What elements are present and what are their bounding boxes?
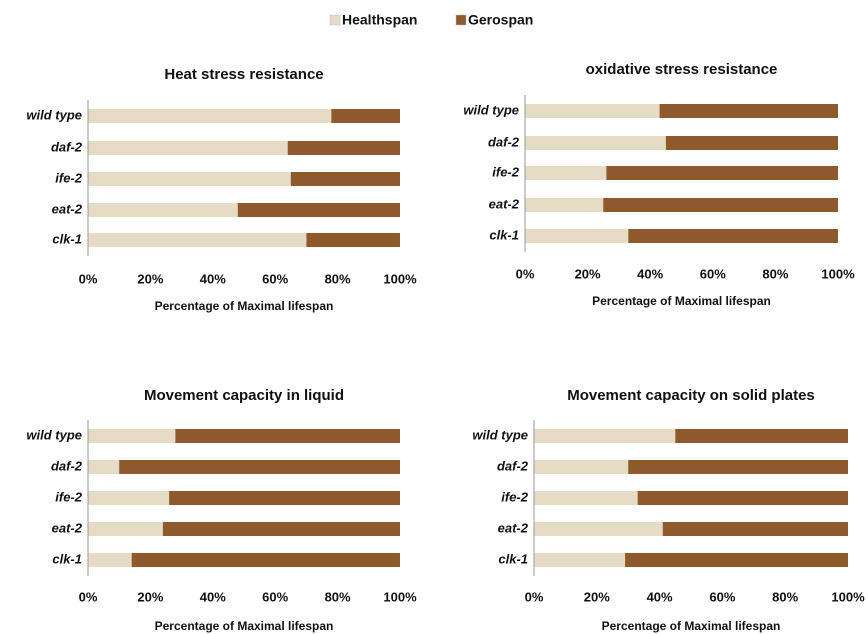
y-tick-label: clk-1 — [52, 551, 82, 566]
legend-label: Gerospan — [468, 12, 533, 28]
y-tick-label: clk-1 — [498, 551, 528, 566]
x-axis-label: Percentage of Maximal lifespan — [602, 619, 781, 633]
chart-title: Heat stress resistance — [164, 66, 323, 83]
y-tick-label: daf-2 — [51, 458, 83, 473]
bar-segment — [237, 203, 400, 217]
x-tick-label: 60% — [700, 266, 726, 281]
bar-segment — [665, 136, 838, 150]
y-tick-label: daf-2 — [488, 134, 520, 149]
bar-segment — [525, 198, 604, 212]
x-tick-label: 20% — [575, 266, 601, 281]
bar-segment — [534, 460, 629, 474]
bar-segment — [290, 172, 400, 186]
x-tick-label: 20% — [584, 589, 610, 604]
y-tick-label: eat-2 — [498, 520, 529, 535]
y-tick-label: wild type — [472, 427, 528, 442]
y-tick-label: wild type — [26, 427, 82, 442]
x-tick-label: 80% — [325, 589, 351, 604]
bar-segment — [659, 104, 838, 118]
bar-segment — [603, 198, 838, 212]
bar-segment — [119, 460, 400, 474]
legend: Healthspan Gerospan — [329, 12, 533, 28]
y-tick-label: eat-2 — [52, 520, 83, 535]
bar-segment — [287, 141, 400, 155]
bar-segment — [662, 522, 848, 536]
x-axis-label: Percentage of Maximal lifespan — [155, 619, 334, 633]
y-tick-label: wild type — [26, 107, 82, 122]
x-tick-label: 20% — [137, 271, 163, 286]
chart-title: oxidative stress resistance — [586, 61, 778, 78]
x-tick-label: 100% — [383, 589, 417, 604]
bar-segment — [525, 229, 629, 243]
bar-segment — [88, 233, 307, 247]
x-axis-label: Percentage of Maximal lifespan — [592, 294, 771, 308]
bar-segment — [88, 491, 170, 505]
y-tick-label: wild type — [463, 102, 519, 117]
y-tick-label: daf-2 — [51, 139, 83, 154]
y-tick-label: ife-2 — [501, 489, 529, 504]
legend-swatch — [455, 14, 467, 26]
y-tick-label: clk-1 — [489, 227, 519, 242]
x-tick-label: 0% — [79, 589, 98, 604]
y-tick-label: daf-2 — [497, 458, 529, 473]
bar-segment — [131, 553, 400, 567]
bar-segment — [88, 460, 120, 474]
bar-segment — [88, 109, 332, 123]
x-tick-label: 40% — [637, 266, 663, 281]
x-tick-label: 0% — [516, 266, 535, 281]
bar-segment — [675, 429, 848, 443]
y-tick-label: clk-1 — [52, 231, 82, 246]
bar-segment — [88, 172, 291, 186]
y-tick-label: ife-2 — [492, 164, 520, 179]
bar-segment — [625, 553, 848, 567]
x-axis-label: Percentage of Maximal lifespan — [155, 299, 334, 313]
bar-segment — [162, 522, 400, 536]
x-tick-label: 60% — [262, 271, 288, 286]
y-tick-label: eat-2 — [52, 201, 83, 216]
chart-title: Movement capacity in liquid — [144, 387, 344, 404]
bar-segment — [88, 429, 176, 443]
y-tick-label: ife-2 — [55, 170, 83, 185]
bar-segment — [637, 491, 848, 505]
x-tick-label: 0% — [525, 589, 544, 604]
x-tick-label: 100% — [383, 271, 417, 286]
bar-segment — [525, 104, 660, 118]
x-tick-label: 40% — [647, 589, 673, 604]
bar-segment — [534, 491, 638, 505]
x-tick-label: 40% — [200, 589, 226, 604]
x-tick-label: 60% — [262, 589, 288, 604]
bar-segment — [169, 491, 400, 505]
bar-segment — [534, 429, 676, 443]
bar-segment — [628, 460, 848, 474]
bar-segment — [606, 166, 838, 180]
chart-title: Movement capacity on solid plates — [567, 387, 815, 404]
bar-segment — [306, 233, 400, 247]
bar-segment — [88, 553, 132, 567]
bar-segment — [88, 141, 288, 155]
legend-label: Healthspan — [342, 12, 417, 28]
x-tick-label: 80% — [762, 266, 788, 281]
bar-segment — [534, 553, 626, 567]
bar-segment — [88, 522, 163, 536]
x-tick-label: 40% — [200, 271, 226, 286]
bar-segment — [175, 429, 400, 443]
x-tick-label: 100% — [821, 266, 855, 281]
bar-segment — [628, 229, 838, 243]
x-tick-label: 80% — [772, 589, 798, 604]
y-tick-label: eat-2 — [489, 196, 520, 211]
x-tick-label: 0% — [79, 271, 98, 286]
x-tick-label: 60% — [709, 589, 735, 604]
x-tick-label: 20% — [137, 589, 163, 604]
bar-segment — [525, 166, 607, 180]
x-tick-label: 100% — [831, 589, 865, 604]
bar-segment — [88, 203, 238, 217]
x-tick-label: 80% — [325, 271, 351, 286]
bar-segment — [534, 522, 663, 536]
bar-segment — [525, 136, 666, 150]
legend-swatch — [329, 14, 341, 26]
bar-segment — [331, 109, 400, 123]
y-tick-label: ife-2 — [55, 489, 83, 504]
